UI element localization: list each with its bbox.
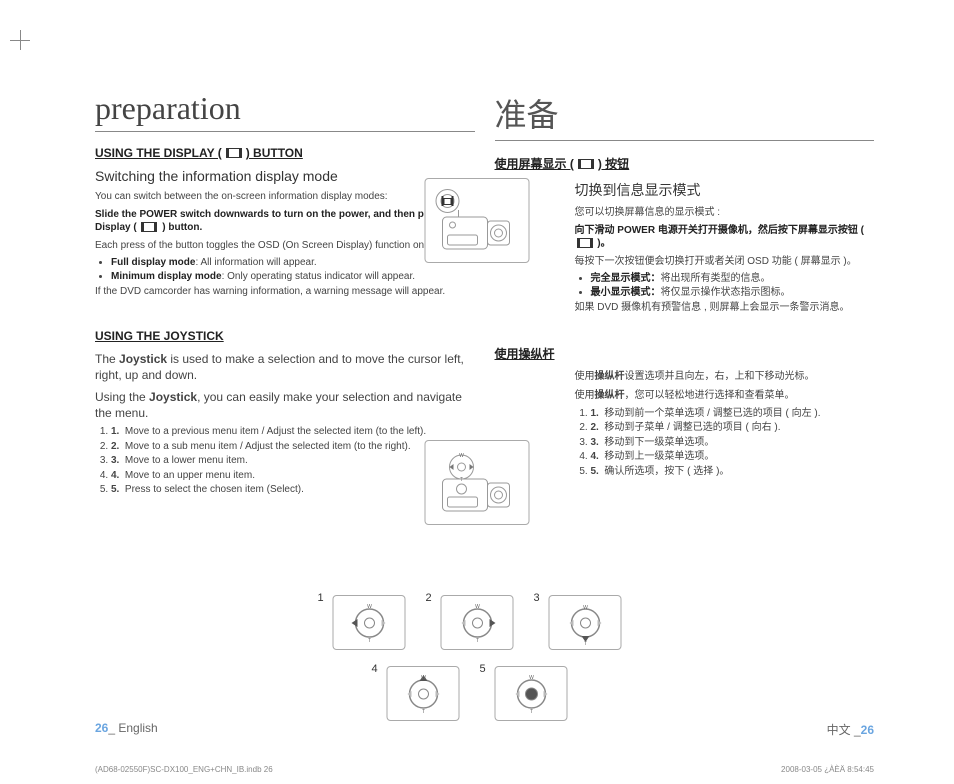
list-item: 最小显示模式：将仅显示操作状态指示图标。 xyxy=(591,286,875,300)
page-number: 26 xyxy=(861,723,874,737)
bullet-list: Full display mode: All information will … xyxy=(95,256,475,283)
joystick-icon: W T xyxy=(509,672,553,716)
display-icon xyxy=(441,194,455,208)
joystick-diagram-4: 4 W T xyxy=(387,666,460,721)
svg-text:W: W xyxy=(583,605,588,611)
diagram-number: 1 xyxy=(318,592,324,604)
subheading-en: Switching the information display mode xyxy=(95,168,475,184)
print-footer: (AD68-02550F)SC-DX100_ENG+CHN_IB.indb 26… xyxy=(95,765,874,774)
bullet-list-cn: 完全显示模式：将出现所有类型的信息。 最小显示模式：将仅显示操作状态指示图标。 xyxy=(575,272,875,299)
footer-right: 中文 _26 xyxy=(827,721,874,738)
joystick-p1: The Joystick is used to make a selection… xyxy=(95,351,475,383)
bold-instruction-cn: 向下滑动 POWER 电源开关打开摄像机，然后按下屏幕显示按钮 ( )。 xyxy=(575,224,875,251)
print-time: 2008-03-05 ¿ÀÈÄ 8:54:45 xyxy=(781,765,874,774)
svg-text:W: W xyxy=(475,604,480,610)
numbered-list-cn: 1. 移动到前一个菜单选项 / 调整已选的项目 ( 向左 ). 2. 移动到子菜… xyxy=(575,407,875,479)
svg-text:W: W xyxy=(459,453,464,459)
list-item: 1. 移动到前一个菜单选项 / 调整已选的项目 ( 向左 ). xyxy=(591,407,875,421)
list-item: 2. 移动到子菜单 / 调整已选的项目 ( 向右 ). xyxy=(591,421,875,435)
bold-text: ) button. xyxy=(162,222,202,233)
joystick-diagram-3: 3 W T xyxy=(549,595,622,650)
list-item: 4. Move to an upper menu item. xyxy=(111,469,475,483)
diagram-number: 5 xyxy=(480,663,486,675)
svg-text:T: T xyxy=(529,709,532,715)
display-icon xyxy=(578,159,594,169)
list-item: 2. Move to a sub menu item / Adjust the … xyxy=(111,440,475,454)
footer-left: 26_ English xyxy=(95,721,158,738)
joystick-icon: W T xyxy=(347,601,391,645)
diagram-number: 2 xyxy=(426,592,432,604)
list-item: 3. 移动到下一级菜单选项。 xyxy=(591,436,875,450)
section-display-cn: 使用屏幕显示 ( ) 按钮 切换到信息显示模式 您可以切换屏幕信息的显示模式 :… xyxy=(495,155,875,315)
svg-text:T: T xyxy=(475,638,478,644)
svg-text:T: T xyxy=(367,638,370,644)
joystick-p2-cn: 使用操纵杆，您可以轻松地进行选择和查看菜单。 xyxy=(575,389,875,403)
diagram-number: 4 xyxy=(372,663,378,675)
diagram-number: 3 xyxy=(534,592,540,604)
list-item: 5. Press to select the chosen item (Sele… xyxy=(111,483,475,497)
intro-text: You can switch between the on-screen inf… xyxy=(95,190,475,204)
joystick-p1-cn: 使用操纵杆设置选项并且向左，右，上和下移动光标。 xyxy=(575,370,875,384)
page-number: 26 xyxy=(95,721,108,735)
intro-text-cn: 您可以切换屏幕信息的显示模式 : xyxy=(575,206,875,220)
print-file: (AD68-02550F)SC-DX100_ENG+CHN_IB.indb 26 xyxy=(95,765,273,774)
title-cn: 准备 xyxy=(495,90,875,141)
list-item: 3. Move to a lower menu item. xyxy=(111,454,475,468)
heading-display-en: USING THE DISPLAY ( ) BUTTON xyxy=(95,146,475,160)
heading-joystick-cn: 使用操纵杆 xyxy=(495,345,875,362)
display-icon xyxy=(226,148,242,158)
svg-text:W: W xyxy=(529,675,534,681)
heading-joystick-en: USING THE JOYSTICK xyxy=(95,329,475,343)
svg-text:T: T xyxy=(583,641,586,645)
joystick-icon: W T xyxy=(455,601,499,645)
svg-text:W: W xyxy=(367,604,372,610)
heading-text: ) 按钮 xyxy=(598,155,629,172)
camcorder-icon xyxy=(438,469,518,519)
after-bold-cn: 每按下一次按钮便会切换打开或者关闭 OSD 功能 ( 屏幕显示 )。 xyxy=(575,255,875,269)
heading-text: 使用屏幕显示 ( xyxy=(495,155,574,172)
page-footer: 26_ English 中文 _26 xyxy=(95,721,874,738)
list-item: 5. 确认所选项，按下 ( 选择 )。 xyxy=(591,465,875,479)
joystick-row-2: 4 W T 5 W T xyxy=(387,666,568,721)
svg-text:T: T xyxy=(421,709,424,715)
joystick-icon: W T xyxy=(563,601,607,645)
display-icon xyxy=(577,238,593,248)
camcorder-diagram-joystick: W T xyxy=(425,440,530,525)
tail-text-cn: 如果 DVD 摄像机有预警信息 , 则屏幕上会显示一条警示消息。 xyxy=(575,301,875,315)
heading-text: ) BUTTON xyxy=(246,146,303,160)
joystick-row-1: 1 W T 2 W T 3 xyxy=(333,595,622,650)
joystick-diagram-1: 1 W T xyxy=(333,595,406,650)
joystick-p2: Using the Joystick, you can easily make … xyxy=(95,389,475,421)
after-bold: Each press of the button toggles the OSD… xyxy=(95,239,475,253)
camcorder-diagram-display xyxy=(425,178,530,263)
svg-text:W: W xyxy=(421,675,426,681)
section-joystick-cn: 使用操纵杆 使用操纵杆设置选项并且向左，右，上和下移动光标。 使用操纵杆，您可以… xyxy=(495,345,875,479)
list-item: Full display mode: All information will … xyxy=(111,256,475,270)
list-item: 1. Move to a previous menu item / Adjust… xyxy=(111,425,475,439)
joystick-diagram-5: 5 W T xyxy=(495,666,568,721)
footer-label: _ English xyxy=(108,721,157,735)
bold-instruction: Slide the POWER switch downwards to turn… xyxy=(95,208,475,235)
numbered-list: 1. Move to a previous menu item / Adjust… xyxy=(95,425,475,497)
list-item: 完全显示模式：将出现所有类型的信息。 xyxy=(591,272,875,286)
page: preparation USING THE DISPLAY ( ) BUTTON… xyxy=(0,0,954,547)
list-item: Minimum display mode: Only operating sta… xyxy=(111,270,475,284)
joystick-diagram-2: 2 W T xyxy=(441,595,514,650)
tail-text: If the DVD camcorder has warning informa… xyxy=(95,285,475,299)
display-icon xyxy=(141,222,157,232)
right-column: 准备 使用屏幕显示 ( ) 按钮 切换到信息显示模式 您可以切换屏幕信息的显示模… xyxy=(490,90,875,527)
camcorder-icon xyxy=(438,207,518,257)
subheading-cn: 切换到信息显示模式 xyxy=(575,180,875,200)
footer-label: 中文 _ xyxy=(827,723,861,737)
section-joystick-en: USING THE JOYSTICK The Joystick is used … xyxy=(95,329,475,497)
heading-display-cn: 使用屏幕显示 ( ) 按钮 xyxy=(495,155,875,172)
section-display-en: USING THE DISPLAY ( ) BUTTON Switching t… xyxy=(95,146,475,299)
heading-text: USING THE DISPLAY ( xyxy=(95,146,222,160)
joystick-icon: W T xyxy=(401,672,445,716)
list-item: 4. 移动到上一级菜单选项。 xyxy=(591,450,875,464)
left-column: preparation USING THE DISPLAY ( ) BUTTON… xyxy=(95,90,480,527)
title-en: preparation xyxy=(95,90,475,132)
